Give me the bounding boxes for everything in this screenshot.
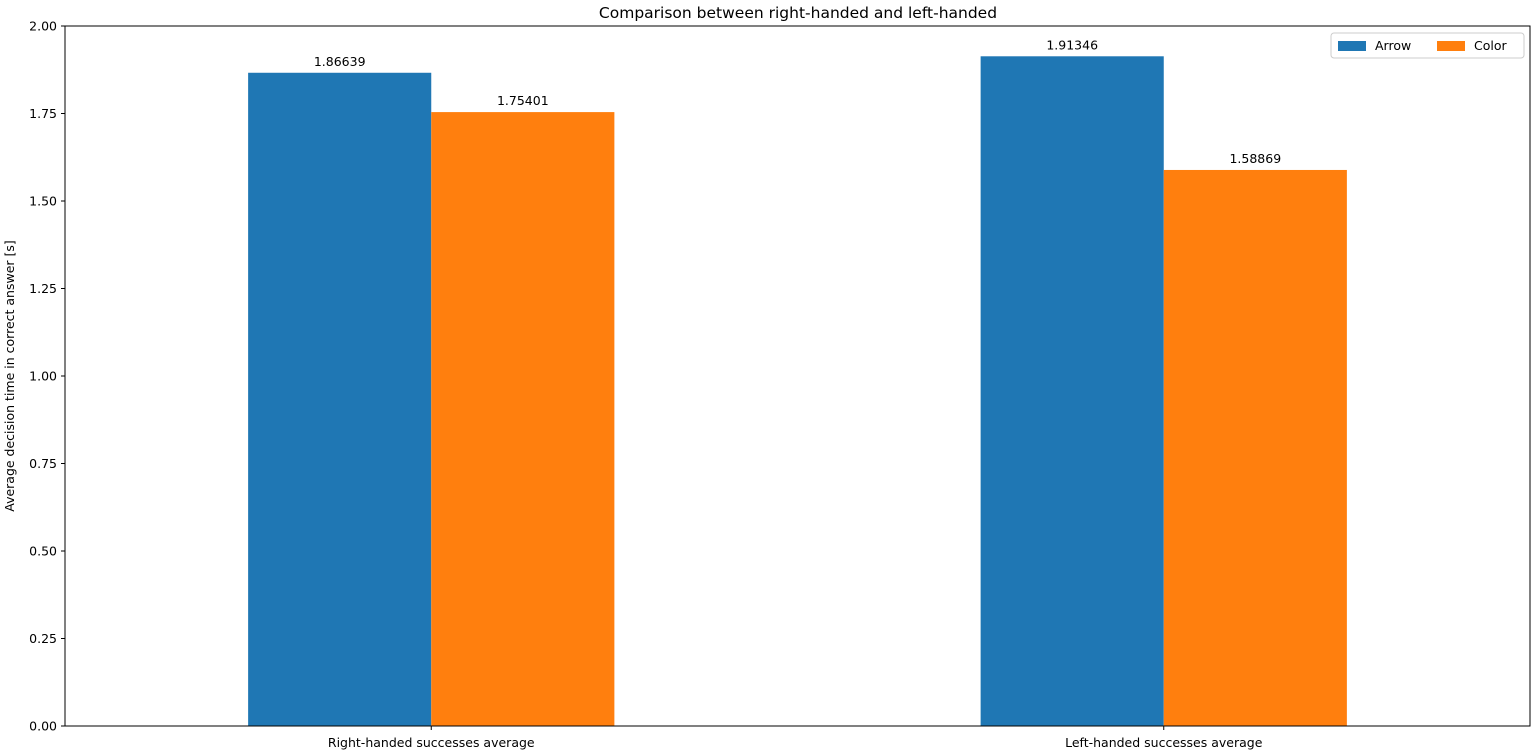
legend-label: Arrow — [1375, 38, 1411, 53]
x-axis: Right-handed successes average Left-hande… — [328, 726, 1263, 750]
bar-arrow-1 — [980, 56, 1164, 726]
bar-arrow-0 — [248, 72, 432, 727]
legend-swatch-arrow — [1338, 41, 1366, 51]
bar-value-label: 1.58869 — [1229, 151, 1281, 166]
y-tick-label: 1.50 — [29, 194, 57, 209]
x-tick-label: Right-handed successes average — [328, 735, 535, 750]
y-axis: 0.00 0.25 0.50 0.75 1.00 1.25 1.50 1.75 2.00 — [29, 19, 65, 734]
bar-labels-group: 1.86639 1.91346 1.75401 1.58869 — [314, 37, 1281, 166]
y-tick-label: 1.75 — [29, 106, 57, 121]
legend-label: Color — [1474, 38, 1507, 53]
bar-color-1 — [1163, 169, 1347, 726]
bar-color-0 — [431, 112, 615, 726]
x-tick-label: Left-handed successes average — [1065, 735, 1263, 750]
y-tick-label: 2.00 — [29, 19, 57, 34]
y-axis-label: Average decision time in correct answer … — [2, 240, 17, 512]
y-tick-label: 1.25 — [29, 281, 57, 296]
y-tick-label: 0.50 — [29, 544, 57, 559]
bar-value-label: 1.86639 — [314, 54, 366, 69]
chart-title: Comparison between right-handed and left… — [599, 4, 997, 22]
bar-value-label: 1.75401 — [497, 93, 549, 108]
y-tick-label: 0.00 — [29, 719, 57, 734]
y-tick-label: 0.75 — [29, 456, 57, 471]
bars-group — [248, 56, 1347, 727]
y-tick-label: 0.25 — [29, 631, 57, 646]
legend: Arrow Color — [1330, 32, 1525, 59]
legend-box — [1330, 32, 1525, 59]
y-tick-label: 1.00 — [29, 369, 57, 384]
legend-swatch-color — [1437, 41, 1465, 51]
plot-frame — [64, 25, 1531, 727]
bar-value-label: 1.91346 — [1046, 37, 1098, 52]
